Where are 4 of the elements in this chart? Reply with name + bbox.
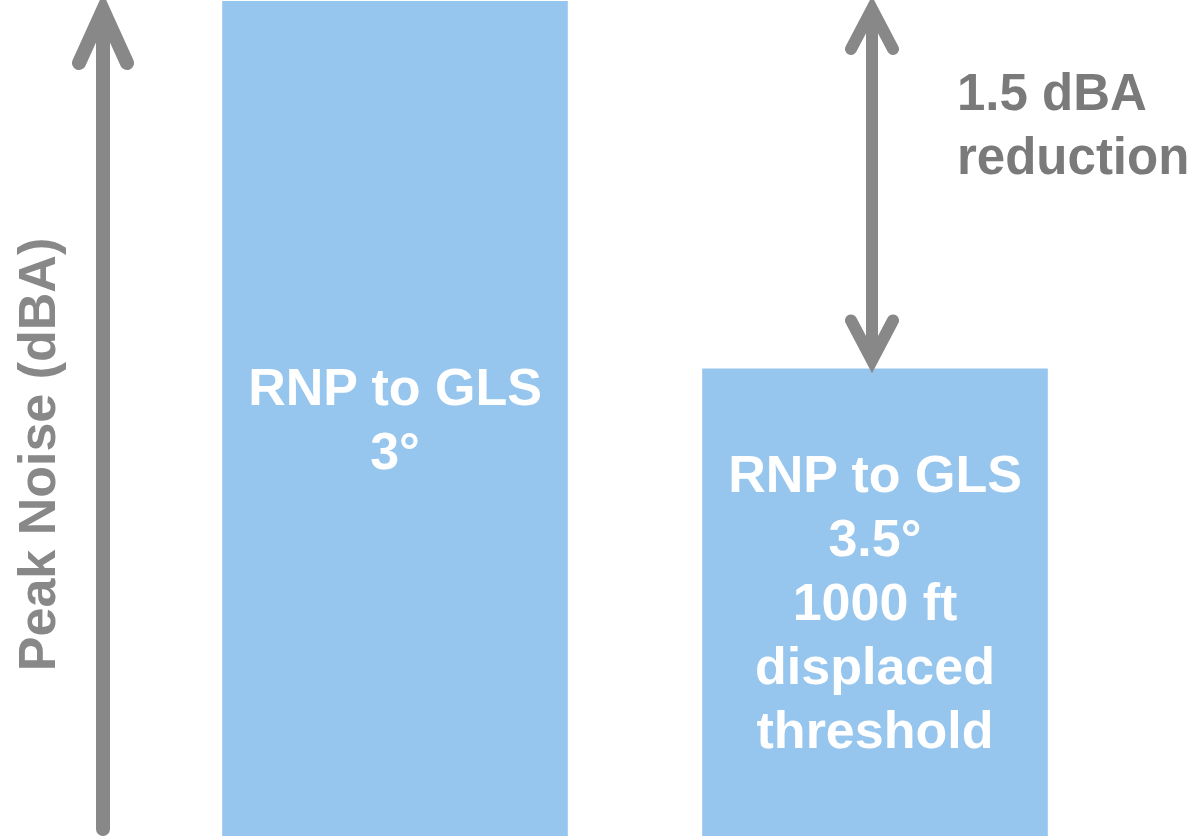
y-axis-title: Peak Noise (dBA) <box>8 237 66 672</box>
x-tick-label: RNP to GLS 3.5° 1000 ft displaced threshold <box>728 445 1022 760</box>
x-tick-label: RNP to GLS 3° <box>248 357 542 480</box>
annotation: 1.5 dBA reduction <box>957 63 1190 185</box>
